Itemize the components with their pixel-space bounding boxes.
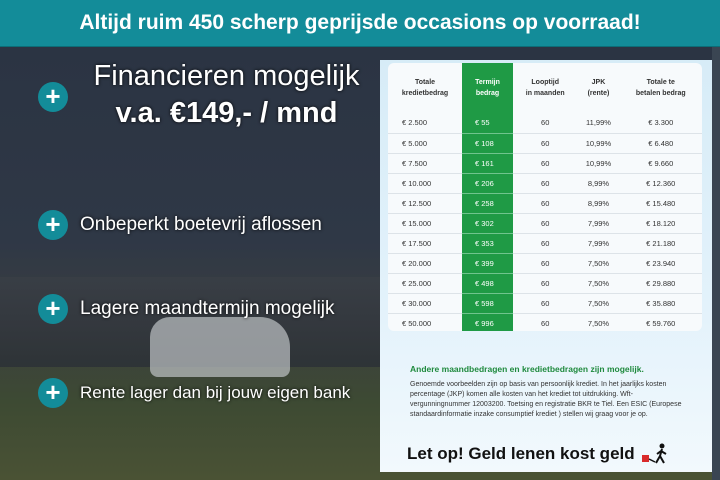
financing-line1: Financieren mogelijk [93,60,360,92]
top-banner: Altijd ruim 450 scherp geprijsde occasio… [0,0,720,47]
table-cell: € 23.940 [619,253,702,274]
plus-icon: + [38,294,68,324]
table-cell: € 5.000 [388,133,462,154]
disclaimer: Andere maandbedragen en kredietbedragen … [410,364,702,420]
car-image [150,317,290,377]
table-cell: € 25.000 [388,273,462,294]
table-cell: € 161 [462,153,513,174]
table-cell: 7,50% [587,318,610,328]
financing-table: Totale kredietbedrag Termijn bedrag Loopti… [388,63,702,333]
table-row: € 20.000 € 399 60 7,50% € 23.940 [388,253,702,274]
table-cell: € 258 [462,193,513,214]
table-header-row: Totale kredietbedrag Termijn bedrag Loopti… [388,63,702,113]
feature-label: Onbeperkt boetevrij aflossen [80,214,322,235]
feature-item: + Lagere maandtermijn mogelijk [38,294,335,324]
table-cell: 7,99% [577,213,620,234]
column-header: Totale te betalen bedrag [635,79,686,97]
table-cell: 7,50% [577,253,620,274]
table-cell: € 9.660 [619,153,702,174]
table-cell: € 15.480 [619,193,702,214]
table-cell: € 15.000 [388,213,462,234]
table-cell: € 6.480 [619,133,702,154]
table-cell: € 7.500 [388,153,462,174]
table-row: € 25.000 € 498 60 7,50% € 29.880 [388,273,702,294]
table-cell: € 996 [475,318,494,328]
disclaimer-heading: Andere maandbedragen en kredietbedragen … [410,364,644,374]
table-cell: 60 [513,233,578,254]
feature-financing: + [38,82,80,112]
table-cell: 7,50% [577,293,620,314]
column-header: Totale kredietbedrag [401,79,449,97]
table-cell: € 30.000 [388,293,462,314]
plus-icon: + [38,378,68,408]
table-row: € 5.000 € 108 60 10,99% € 6.480 [388,133,702,154]
table-cell: 10,99% [577,153,620,174]
table-cell: € 353 [462,233,513,254]
table-cell: 7,50% [577,273,620,294]
financing-panel: Totale kredietbedrag Termijn bedrag Loopti… [380,60,712,472]
table-row: € 17.500 € 353 60 7,99% € 21.180 [388,233,702,254]
table-cell: € 399 [462,253,513,274]
table-cell: 60 [513,273,578,294]
table-row: € 30.000 € 598 60 7,50% € 35.880 [388,293,702,314]
table-cell: 11,99% [577,113,620,134]
table-cell: € 50.000 [402,318,432,328]
table-cell: € 35.880 [619,293,702,314]
table-cell: € 108 [462,133,513,154]
feature-label: Lagere maandtermijn mogelijk [80,298,335,319]
table-cell: € 12.500 [388,193,462,214]
warning: Let op! Geld lenen kost geld [407,443,669,465]
financing-table-card: Totale kredietbedrag Termijn bedrag Loopti… [388,63,702,331]
banner-title: Altijd ruim 450 scherp geprijsde occasio… [79,11,641,34]
table-cell: € 59.760 [646,318,676,328]
table-cell: 60 [513,133,578,154]
feature-item: + Rente lager dan bij jouw eigen bank [38,378,350,408]
table-cell: 60 [513,153,578,174]
table-cell: 7,99% [577,233,620,254]
table-cell: € 21.180 [619,233,702,254]
table-cell: 60 [513,113,578,134]
warning-text: Let op! Geld lenen kost geld [407,444,635,463]
table-cell: € 10.000 [388,173,462,194]
table-cell: 8,99% [577,173,620,194]
table-cell: 60 [513,193,578,214]
table-cell: € 2.500 [388,113,462,134]
table-cell: 8,99% [577,193,620,214]
table-cell: € 598 [462,293,513,314]
table-cell: 60 [541,318,550,328]
feature-item: + Onbeperkt boetevrij aflossen [38,210,322,240]
table-cell: € 55 [462,113,513,134]
photo-edge [712,47,720,480]
financing-text: Financieren mogelijk v.a. €149,- / mnd [84,60,369,130]
disclaimer-body: Genoemde voorbeelden zijn op basis van p… [410,381,682,418]
table-row: € 7.500 € 161 60 10,99% € 9.660 [388,153,702,174]
table-cell: € 206 [462,173,513,194]
table-cell: 60 [513,293,578,314]
table-row: € 15.000 € 302 60 7,99% € 18.120 [388,213,702,234]
walking-man-ball-and-chain-icon [641,443,667,464]
table-cell: € 17.500 [388,233,462,254]
table-cell: € 29.880 [619,273,702,294]
column-header: Termijn bedrag [475,79,500,97]
table-row: € 50.000 € 996 60 7,50% € 59.760 [388,313,702,333]
table-cell: € 12.360 [619,173,702,194]
table-cell: 10,99% [577,133,620,154]
column-header: JPK (rente) [587,79,610,97]
column-header: Looptijd in maanden [525,79,565,97]
plus-icon: + [38,82,68,112]
table-cell: 60 [513,173,578,194]
table-cell: € 498 [462,273,513,294]
table-row: € 10.000 € 206 60 8,99% € 12.360 [388,173,702,194]
table-row: € 2.500 € 55 60 11,99% € 3.300 [388,113,702,134]
financing-line2: v.a. €149,- / mnd [115,97,338,129]
table-cell: € 302 [462,213,513,234]
plus-icon: + [38,210,68,240]
table-cell: € 18.120 [619,213,702,234]
table-row: € 12.500 € 258 60 8,99% € 15.480 [388,193,702,214]
table-cell: 60 [513,253,578,274]
table-cell: € 3.300 [619,113,702,134]
table-cell: 60 [513,213,578,234]
feature-label: Rente lager dan bij jouw eigen bank [80,383,351,402]
table-cell: € 20.000 [388,253,462,274]
